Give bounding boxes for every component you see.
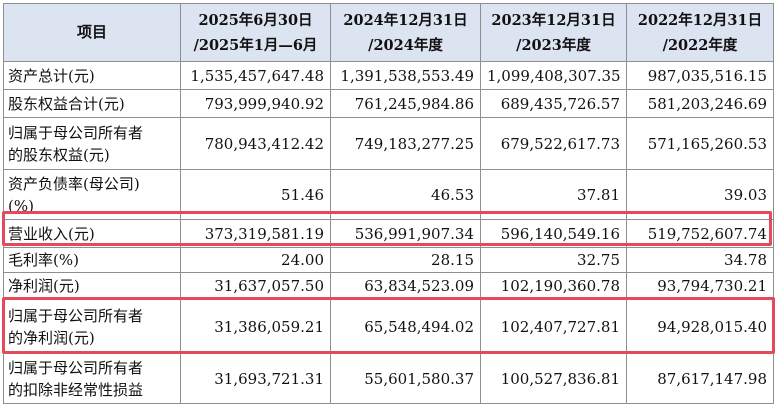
row-label: 营业收入(元) — [3, 219, 181, 248]
cell-value: 31,637,057.50 — [180, 272, 331, 300]
cell-value: 571,165,260.53 — [626, 117, 774, 170]
cell-value: 761,245,984.86 — [330, 89, 481, 118]
cell-value: 1,535,457,647.48 — [180, 61, 331, 90]
header-period-line1: 2022年12月31日 — [637, 11, 763, 29]
cell-value: 749,183,277.25 — [330, 117, 481, 170]
header-period-line1: 2023年12月31日 — [491, 11, 616, 29]
row-label: 归属于母公司所有者 的扣除非经常性损益 — [3, 353, 181, 404]
cell-value: 1,391,538,553.49 — [330, 61, 481, 90]
row-label-line1: 归属于母公司所有者 — [8, 123, 144, 142]
cell-value: 24.00 — [180, 247, 331, 273]
cell-value: 987,035,516.15 — [626, 61, 774, 90]
row-label: 资产负债率(母公司) (%) — [3, 169, 181, 220]
cell-value: 1,099,408,307.35 — [480, 61, 627, 90]
row-label-line1: 资产负债率(母公司) — [8, 174, 140, 193]
header-period-line1: 2025年6月30日 — [198, 11, 313, 29]
header-period-2024: 2024年12月31日/2024年度 — [330, 3, 481, 62]
row-label: 归属于母公司所有者 的股东权益(元) — [3, 117, 181, 170]
header-period-2023: 2023年12月31日/2023年度 — [480, 3, 627, 62]
header-period-2025h1: 2025年6月30日/2025年1月—6月 — [180, 3, 331, 62]
cell-value: 519,752,607.74 — [626, 219, 774, 248]
table-row-total-assets: 资产总计(元) 1,535,457,647.48 1,391,538,553.4… — [3, 61, 774, 90]
row-label-line2: 的股东权益(元) — [8, 145, 110, 164]
cell-value: 28.15 — [330, 247, 481, 273]
row-label-line2: 的净利润(元) — [8, 328, 95, 347]
table-row-parent-equity: 归属于母公司所有者 的股东权益(元) 780,943,412.42 749,183… — [3, 117, 774, 170]
row-label: 毛利率(%) — [3, 247, 181, 273]
cell-value: 100,527,836.81 — [480, 353, 627, 404]
table-row-gross-margin: 毛利率(%) 24.00 28.15 32.75 34.78 — [3, 247, 774, 273]
table-row-revenue: 营业收入(元) 373,319,581.19 536,991,907.34 59… — [3, 219, 774, 248]
cell-value: 46.53 — [330, 169, 481, 220]
row-label: 净利润(元) — [3, 272, 181, 300]
cell-value: 536,991,907.34 — [330, 219, 481, 248]
header-period-2022: 2022年12月31日/2022年度 — [626, 3, 774, 62]
table-body: 资产总计(元) 1,535,457,647.48 1,391,538,553.4… — [3, 61, 774, 404]
table-row-net-profit: 净利润(元) 31,637,057.50 63,834,523.09 102,1… — [3, 272, 774, 300]
table-row-debt-ratio: 资产负债率(母公司) (%) 51.46 46.53 37.81 39.03 — [3, 169, 774, 220]
cell-value: 32.75 — [480, 247, 627, 273]
cell-value: 679,522,617.73 — [480, 117, 627, 170]
cell-value: 102,407,727.81 — [480, 299, 627, 354]
cell-value: 37.81 — [480, 169, 627, 220]
cell-value: 581,203,246.69 — [626, 89, 774, 118]
header-period-line2: /2023年度 — [516, 36, 591, 54]
cell-value: 94,928,015.40 — [626, 299, 774, 354]
header-row: 项目 2025年6月30日/2025年1月—6月 2024年12月31日/202… — [3, 3, 774, 62]
row-label-line2: (%) — [8, 196, 34, 215]
cell-value: 63,834,523.09 — [330, 272, 481, 300]
cell-value: 65,548,494.02 — [330, 299, 481, 354]
cell-value: 39.03 — [626, 169, 774, 220]
cell-value: 31,386,059.21 — [180, 299, 331, 354]
row-label: 资产总计(元) — [3, 61, 181, 90]
header-period-line2: /2025年1月—6月 — [193, 36, 318, 54]
cell-value: 596,140,549.16 — [480, 219, 627, 248]
cell-value: 87,617,147.98 — [626, 353, 774, 404]
row-label-line2: 的扣除非经常性损益 — [8, 380, 144, 399]
header-period-line2: /2024年度 — [368, 36, 443, 54]
financial-table: 项目 2025年6月30日/2025年1月—6月 2024年12月31日/202… — [3, 3, 774, 404]
row-label: 归属于母公司所有者 的净利润(元) — [3, 299, 181, 354]
row-label-line1: 归属于母公司所有者 — [8, 358, 144, 377]
cell-value: 34.78 — [626, 247, 774, 273]
header-period-line2: /2022年度 — [662, 36, 738, 54]
cell-value: 51.46 — [180, 169, 331, 220]
cell-value: 31,693,721.31 — [180, 353, 331, 404]
row-label: 股东权益合计(元) — [3, 89, 181, 118]
cell-value: 102,190,360.78 — [480, 272, 627, 300]
header-item: 项目 — [3, 3, 181, 62]
cell-value: 93,794,730.21 — [626, 272, 774, 300]
cell-value: 793,999,940.92 — [180, 89, 331, 118]
cell-value: 373,319,581.19 — [180, 219, 331, 248]
cell-value: 55,601,580.37 — [330, 353, 481, 404]
table-row-total-equity: 股东权益合计(元) 793,999,940.92 761,245,984.86 … — [3, 89, 774, 118]
row-label-line1: 归属于母公司所有者 — [8, 306, 144, 325]
table-row-parent-net-profit: 归属于母公司所有者 的净利润(元) 31,386,059.21 65,548,49… — [3, 299, 774, 354]
cell-value: 689,435,726.57 — [480, 89, 627, 118]
header-period-line1: 2024年12月31日 — [343, 11, 468, 29]
cell-value: 780,943,412.42 — [180, 117, 331, 170]
table-row-deducted-net-profit: 归属于母公司所有者 的扣除非经常性损益 31,693,721.31 55,601,… — [3, 353, 774, 404]
table-header: 项目 2025年6月30日/2025年1月—6月 2024年12月31日/202… — [3, 3, 774, 62]
